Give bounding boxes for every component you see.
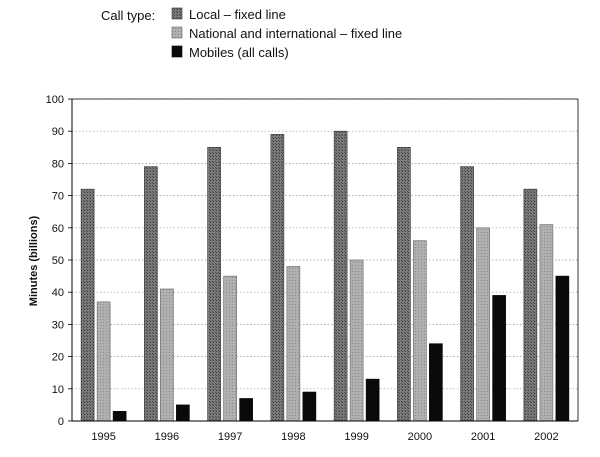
x-tick-label: 2002 [534, 431, 558, 443]
y-tick-label: 50 [52, 255, 64, 267]
bar-national-2002 [539, 224, 554, 422]
bar-mobiles-2001 [492, 295, 506, 422]
bar-local-2002 [523, 188, 538, 422]
x-tick-label: 2000 [408, 431, 432, 443]
x-tick-label: 1995 [91, 431, 115, 443]
bar-national-1997 [223, 275, 237, 422]
y-tick-label: 60 [52, 223, 64, 235]
bar-national-2000 [413, 240, 427, 422]
x-tick-label: 2001 [471, 431, 495, 443]
y-tick-label: 80 [52, 158, 64, 170]
bar-national-1996 [160, 288, 174, 422]
legend-swatch-2 [171, 26, 183, 39]
bar-national-2001 [476, 227, 490, 422]
x-tick-labels: 1995 1996 1997 1998 1999 2000 2001 2002 [91, 431, 558, 443]
legend-swatch-3 [171, 45, 183, 58]
bar-mobiles-1996 [176, 404, 190, 422]
bar-local-1999 [333, 130, 348, 422]
legend-label-2: National and international – fixed line [189, 26, 402, 41]
y-tick-label: 70 [52, 191, 64, 203]
bar-local-1995 [80, 188, 95, 422]
x-tick-label: 1998 [281, 431, 305, 443]
x-tick-label: 1997 [218, 431, 242, 443]
bar-local-1998 [270, 134, 285, 422]
bar-mobiles-1999 [365, 378, 380, 422]
bar-mobiles-1998 [302, 391, 317, 422]
y-tick-label: 90 [52, 126, 64, 138]
y-tick-label: 30 [52, 319, 64, 331]
bar-local-1996 [144, 166, 158, 422]
y-tick-label: 40 [52, 287, 64, 299]
legend-title: Call type: [101, 8, 155, 23]
bar-local-1997 [207, 147, 221, 422]
bar-national-1999 [349, 259, 364, 422]
y-tick-labels: 0 10 20 30 40 50 60 70 80 90 100 [46, 94, 72, 428]
bar-national-1998 [286, 266, 301, 422]
legend-swatch-1 [171, 7, 183, 20]
y-axis-title: Minutes (billions) [28, 215, 40, 306]
y-tick-label: 0 [58, 416, 64, 428]
bars [80, 130, 570, 422]
legend-label-1: Local – fixed line [189, 7, 286, 22]
legend: Call type: Local – fixed line National an… [101, 7, 402, 60]
bar-local-2000 [397, 147, 411, 422]
y-tick-label: 100 [46, 94, 64, 106]
bar-mobiles-1997 [239, 398, 253, 422]
bar-local-2001 [460, 166, 474, 422]
axes [71, 98, 579, 422]
bar-mobiles-2000 [429, 343, 443, 422]
x-tick-label: 1996 [155, 431, 179, 443]
legend-label-3: Mobiles (all calls) [189, 45, 289, 60]
y-tick-label: 10 [52, 384, 64, 396]
bar-mobiles-1995 [112, 411, 127, 422]
x-tick-label: 1999 [344, 431, 368, 443]
bar-mobiles-2002 [555, 275, 570, 422]
y-tick-label: 20 [52, 352, 64, 364]
bar-national-1995 [96, 301, 111, 422]
